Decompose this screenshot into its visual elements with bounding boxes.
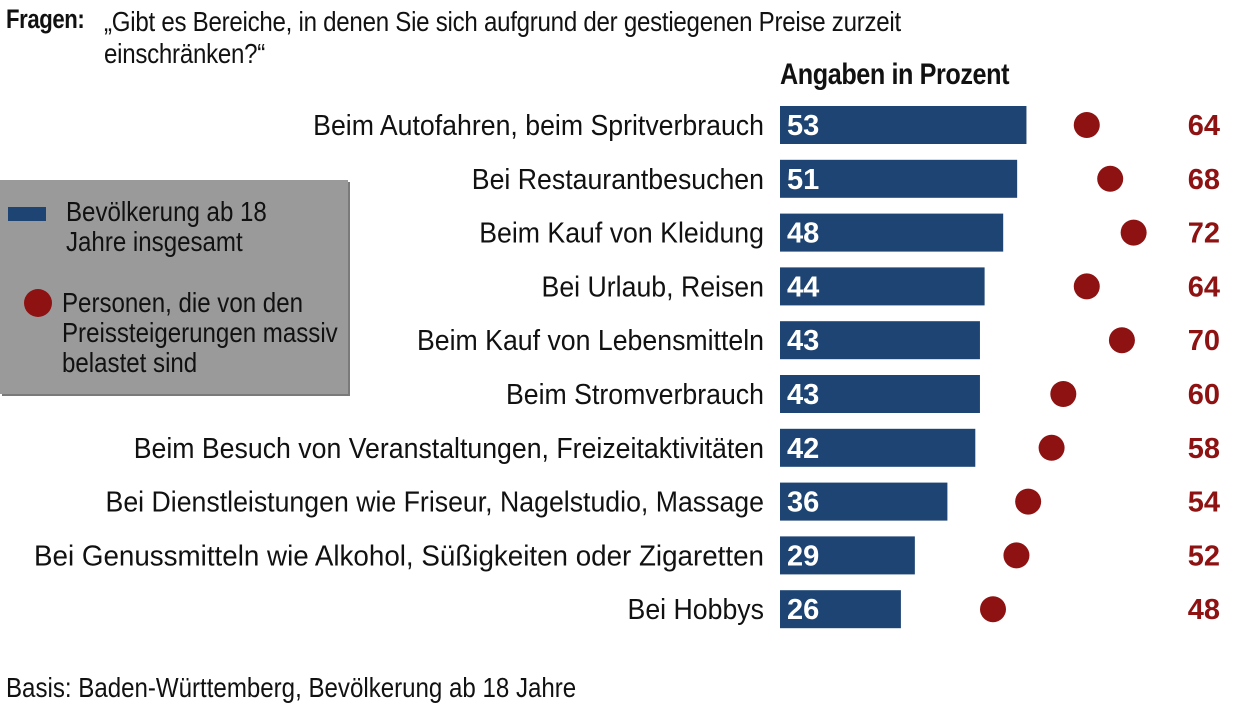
- dot-value-label: 52: [1188, 540, 1220, 572]
- dot-value-label: 48: [1188, 594, 1220, 626]
- bar-value-label: 51: [787, 164, 819, 196]
- bar-value-label: 29: [787, 540, 819, 572]
- category-label: Bei Hobbys: [628, 594, 764, 626]
- dot-value-label: 58: [1188, 433, 1220, 465]
- bar: [780, 428, 976, 467]
- dot-marker: [1015, 488, 1042, 515]
- bar: [780, 482, 948, 521]
- legend-bar-swatch: [8, 207, 46, 221]
- bar: [780, 375, 980, 413]
- dot-marker: [1003, 542, 1030, 569]
- category-label: Beim Stromverbrauch: [506, 379, 764, 411]
- category-label: Beim Kauf von Lebensmitteln: [417, 325, 764, 357]
- dot-marker: [1050, 381, 1077, 407]
- dot-marker: [1073, 273, 1100, 300]
- dot-marker: [1073, 112, 1100, 138]
- bar-value-label: 44: [787, 271, 819, 303]
- category-label: Beim Autofahren, beim Spritverbrauch: [313, 110, 764, 142]
- legend-series1-label: Bevölkerung ab 18 Jahre insgesamt: [66, 196, 267, 257]
- bar-value-label: 53: [787, 110, 819, 142]
- legend: Bevölkerung ab 18 Jahre insgesamt Person…: [0, 180, 348, 394]
- dot-marker: [980, 596, 1006, 623]
- legend-series2-label: Personen, die von den Preissteigerungen …: [62, 287, 338, 378]
- dot-value-label: 70: [1188, 325, 1220, 357]
- dot-value-label: 54: [1188, 487, 1220, 519]
- dot-value-label: 72: [1188, 218, 1220, 250]
- category-label: Bei Urlaub, Reisen: [542, 271, 764, 303]
- category-label: Bei Restaurantbesuchen: [472, 164, 764, 196]
- dot-value-label: 64: [1188, 271, 1220, 303]
- bar-value-label: 48: [787, 218, 819, 250]
- dot-marker: [1120, 219, 1147, 246]
- bar-value-label: 36: [787, 487, 819, 519]
- bar-value-label: 42: [787, 433, 819, 465]
- bar-value-label: 26: [787, 594, 819, 626]
- category-label: Beim Besuch von Veranstaltungen, Freizei…: [134, 433, 764, 465]
- bar: [780, 267, 985, 306]
- dot-value-label: 60: [1188, 379, 1220, 411]
- dot-value-label: 68: [1188, 164, 1220, 196]
- bar: [780, 321, 980, 360]
- dot-marker: [1097, 165, 1124, 192]
- category-label: Bei Dienstleistungen wie Friseur, Nagels…: [106, 487, 764, 519]
- question-text: „Gibt es Bereiche, in denen Sie sich auf…: [104, 6, 901, 69]
- question-label: Fragen:: [6, 4, 85, 34]
- dot-value-label: 64: [1188, 110, 1220, 142]
- bar: [780, 159, 1018, 198]
- bar-value-label: 43: [787, 379, 819, 411]
- bar: [780, 213, 1004, 252]
- legend-dot-swatch: [24, 289, 52, 317]
- bar: [780, 536, 915, 575]
- bar: [780, 590, 901, 629]
- category-label: Beim Kauf von Kleidung: [479, 218, 764, 250]
- unit-header: Angaben in Prozent: [780, 58, 1010, 91]
- footer-basis: Basis: Baden-Württemberg, Bevölkerung ab…: [6, 672, 577, 703]
- category-label: Bei Genussmitteln wie Alkohol, Süßigkeit…: [34, 540, 764, 572]
- bar-value-label: 43: [787, 325, 819, 357]
- bar: [780, 106, 1027, 144]
- dot-marker: [1108, 327, 1135, 354]
- dot-marker: [1038, 434, 1065, 461]
